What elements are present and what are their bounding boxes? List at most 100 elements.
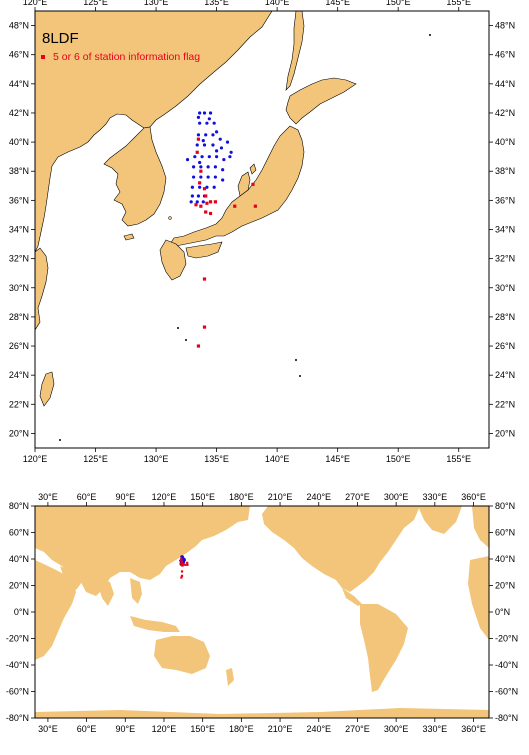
station-marker [215,130,219,134]
station-marker [219,146,224,150]
island-dot [185,339,187,341]
lon-tick-label-top: 145°E [325,0,350,7]
lon-tick-label-bottom: 300°E [384,724,409,734]
legend-marker [41,55,45,59]
arabia [60,566,82,590]
global-map: 30°E 30°E 60°E 60°E 90°E 90°E 120°E 120°E 150°E 1… [6,492,518,734]
lat-tick-label-right: 32°N [495,254,515,264]
shikoku [185,241,223,259]
lat-tick-label-right: 20°N [495,581,515,591]
japan-global [146,552,156,572]
flagged-station-marker [186,563,189,566]
lat-tick-label-right: 24°N [495,370,515,380]
lon-tick-label-bottom: 270°E [345,724,370,734]
station-marker [196,194,201,198]
station-marker [198,111,202,115]
sado-island [249,163,257,175]
regional-land [35,11,431,441]
africa [35,560,76,660]
lat-tick-label-left: 22°N [9,399,29,409]
station-marker [202,111,207,115]
station-marker [213,175,217,179]
flagged-station-marker [202,325,207,329]
lat-tick-label-left: 20°N [9,581,29,591]
island-dot [295,359,297,361]
kyushu [159,239,187,281]
station-marker [182,558,185,561]
station-marker [204,133,208,137]
station-marker [198,160,202,165]
lon-tick-label-top: 300°E [384,492,409,502]
flagged-station-marker [186,561,189,564]
flagged-station-marker [208,211,213,216]
station-marker [200,155,204,159]
global-axes: 30°E 30°E 60°E 60°E 90°E 90°E 120°E 120°E 150°E 1… [6,492,518,734]
lon-tick-label-bottom: 60°E [77,724,97,734]
station-marker [222,157,226,162]
station-marker [215,155,219,159]
station-marker [189,200,193,204]
lon-tick-label-top: 120°E [23,0,48,7]
station-marker [199,175,203,179]
lon-tick-label-top: 180°E [229,492,254,502]
lat-tick-label-left: 0°N [14,607,29,617]
south-america [360,604,408,692]
lon-tick-label-bottom: 155°E [446,454,471,464]
lon-tick-label-top: 60°E [77,492,97,502]
lat-tick-label-left: 40°N [9,554,29,564]
station-marker [201,200,205,204]
lat-tick-label-left: 20°N [9,428,29,438]
lat-tick-label-left: -20°N [6,634,29,644]
station-marker [195,143,199,147]
taiwan [39,371,55,407]
lat-tick-label-right: 40°N [495,137,515,147]
lat-tick-label-left: 34°N [9,225,29,235]
flagged-station-marker [233,204,237,208]
lat-tick-label-left: -40°N [6,660,29,670]
lat-tick-label-right: 40°N [495,554,515,564]
station-marker [196,115,201,119]
lon-tick-label-top: 240°E [306,492,331,502]
lat-tick-label-left: 28°N [9,312,29,322]
lat-tick-label-left: 36°N [9,195,29,205]
station-marker [228,155,232,159]
station-marker [207,117,211,121]
sakhalin [285,11,305,91]
station-marker [190,194,194,198]
station-marker [191,165,196,169]
lat-tick-label-left: 38°N [9,166,29,176]
lat-tick-label-right: 80°N [495,501,515,511]
lat-tick-label-right: 0°N [495,607,510,617]
lon-tick-label-top: 155°E [446,0,471,7]
island-dot [429,34,431,36]
lon-tick-label-bottom: 135°E [204,454,229,464]
eurasia [35,506,250,596]
lon-tick-label-top: 330°E [423,492,448,502]
lat-tick-label-left: -60°N [6,687,29,697]
global-stations [179,555,189,579]
oki-island [168,216,172,220]
lon-tick-label-bottom: 120°E [23,454,48,464]
flagged-station-marker [253,204,257,208]
europe-wrap [472,506,489,548]
station-marker [207,155,211,159]
lon-tick-label-top: 135°E [204,0,229,7]
station-marker [218,137,222,141]
africa-wrap [468,556,489,640]
lat-tick-label-left: 30°N [9,283,29,293]
station-marker [229,150,233,154]
station-marker [199,165,203,169]
flagged-station-marker [208,200,213,204]
lon-tick-label-top: 210°E [268,492,293,502]
lat-tick-label-left: 40°N [9,137,29,147]
flagged-station-marker [180,570,184,573]
lat-tick-label-right: 26°N [495,341,515,351]
station-marker [201,139,205,143]
station-marker [193,155,197,159]
lon-tick-label-bottom: 210°E [268,724,293,734]
station-marker [191,175,196,179]
lon-tick-label-top: 125°E [83,0,108,7]
island-dot [59,439,61,441]
station-marker [221,178,225,182]
